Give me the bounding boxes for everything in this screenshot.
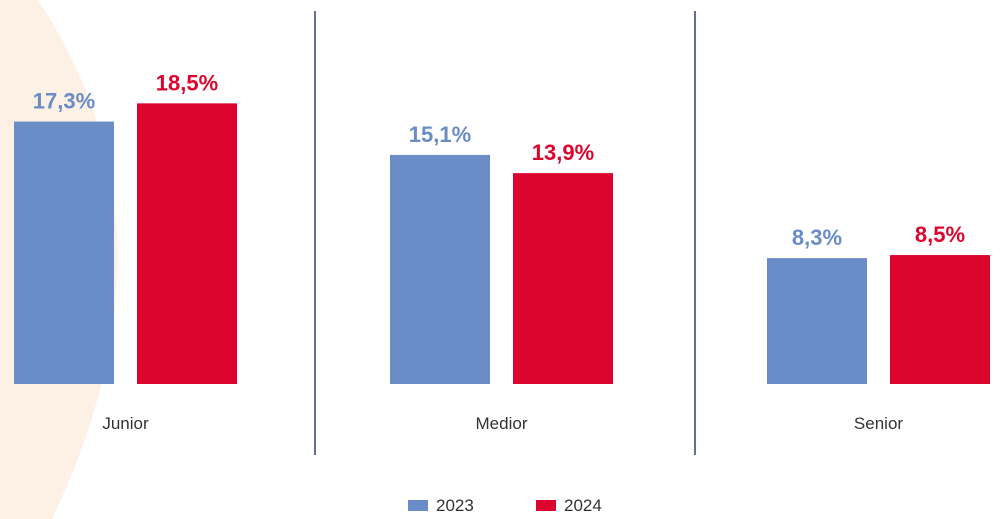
bars-group [14,103,990,385]
data-label-medior-2024: 13,9% [532,140,594,165]
bar-medior-2023 [390,154,490,384]
legend-label-2023: 2023 [436,496,474,515]
legend: 2023 2024 [408,496,602,515]
data-label-senior-2024: 8,5% [915,222,965,247]
category-label-medior: Medior [476,414,528,433]
data-label-junior-2023: 17,3% [33,89,95,114]
bar-junior-2024 [137,103,237,384]
category-label-senior: Senior [854,414,903,433]
bar-senior-2023 [767,258,867,384]
data-label-junior-2024: 18,5% [156,70,218,95]
legend-swatch-2023 [408,500,428,511]
legend-label-2024: 2024 [564,496,602,515]
category-label-junior: Junior [102,414,149,433]
bar-junior-2023 [14,121,114,385]
legend-swatch-2024 [536,500,556,511]
category-labels-group: Junior Medior Senior [102,414,903,433]
data-label-medior-2023: 15,1% [409,122,471,147]
data-label-senior-2023: 8,3% [792,225,842,250]
bar-senior-2024 [890,255,990,384]
bar-medior-2024 [513,173,613,384]
data-labels-group: 17,3% 18,5% 15,1% 13,9% 8,3% 8,5% [33,70,965,250]
group-dividers [314,11,696,455]
